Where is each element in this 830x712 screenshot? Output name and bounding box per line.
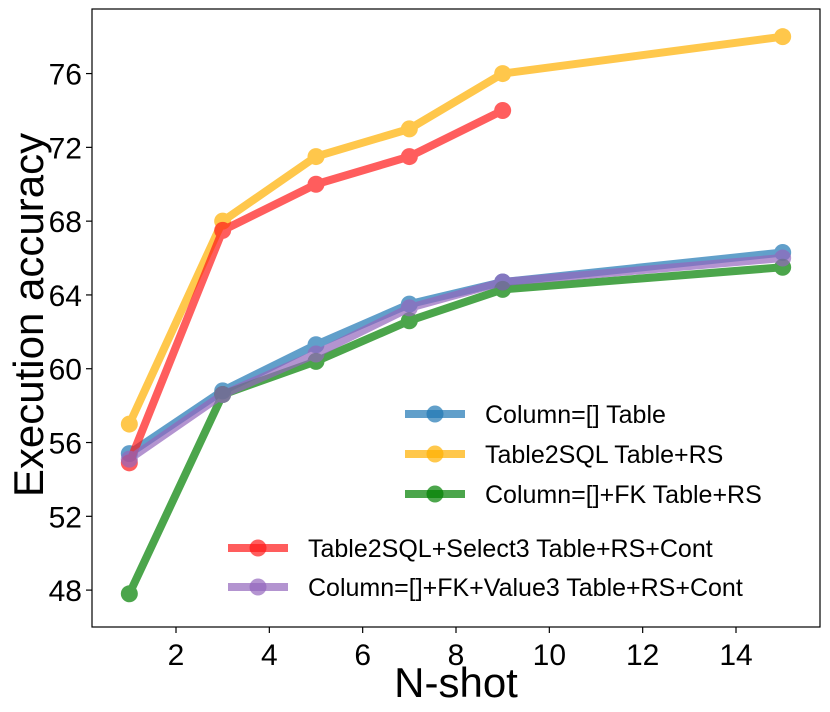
y-tick-label: 76 — [49, 59, 82, 92]
data-point — [494, 273, 512, 291]
y-tick-label: 56 — [49, 428, 82, 461]
series-line — [125, 263, 787, 598]
x-tick-label: 10 — [533, 639, 566, 672]
legend-marker — [426, 445, 444, 463]
y-axis-title: Execution accuracy — [5, 133, 52, 497]
data-point — [774, 249, 792, 267]
legend: Column=[] Table Table2SQL Table+RS Column=… — [228, 401, 762, 602]
data-point — [120, 450, 138, 468]
x-tick-label: 8 — [448, 639, 465, 672]
legend-marker — [426, 405, 444, 423]
series-line — [125, 248, 787, 458]
legend-marker — [426, 485, 444, 503]
series-line — [125, 254, 787, 464]
data-point — [307, 345, 325, 363]
x-tick-label: 6 — [354, 639, 371, 672]
data-point — [214, 221, 232, 239]
legend-marker — [249, 539, 267, 557]
data-point — [774, 28, 792, 46]
data-point — [400, 312, 418, 330]
legend-entry: Column=[]+FK+Value3 Table+RS+Cont — [228, 574, 743, 602]
y-tick-label: 64 — [49, 280, 82, 313]
data-point — [120, 585, 138, 603]
series-2 — [120, 28, 792, 433]
y-axis: 48 52 56 60 64 68 72 76 — [49, 59, 92, 608]
data-point — [120, 415, 138, 433]
y-tick-label: 60 — [49, 354, 82, 387]
legend-label: Column=[]+FK+Value3 Table+RS+Cont — [308, 574, 743, 602]
x-tick-label: 12 — [626, 639, 659, 672]
x-tick-label: 2 — [168, 639, 185, 672]
data-point — [494, 101, 512, 119]
x-tick-label: 4 — [261, 639, 278, 672]
y-tick-label: 52 — [49, 501, 82, 534]
series-layer — [120, 28, 792, 603]
y-tick-label: 48 — [49, 575, 82, 608]
data-point — [307, 175, 325, 193]
legend-entry: Table2SQL+Select3 Table+RS+Cont — [228, 535, 713, 563]
legend-label: Column=[] Table — [485, 401, 666, 429]
series-line — [125, 32, 787, 429]
legend-label: Table2SQL Table+RS — [485, 441, 723, 469]
legend-entry: Table2SQL Table+RS — [405, 441, 723, 469]
y-tick-label: 68 — [49, 206, 82, 239]
legend-label: Table2SQL+Select3 Table+RS+Cont — [308, 535, 713, 563]
series-5 — [120, 249, 792, 468]
y-tick-label: 72 — [49, 132, 82, 165]
data-point — [400, 148, 418, 166]
x-axis: 2 4 6 8 10 12 14 — [168, 627, 753, 672]
x-axis-title: N-shot — [394, 659, 518, 706]
legend-marker — [249, 578, 267, 596]
series-4 — [120, 101, 512, 472]
legend-entry: Column=[]+FK Table+RS — [405, 481, 762, 509]
data-point — [400, 120, 418, 138]
data-point — [494, 65, 512, 83]
data-point — [307, 148, 325, 166]
data-point — [214, 386, 232, 404]
legend-entry: Column=[] Table — [405, 401, 666, 429]
x-tick-label: 14 — [719, 639, 752, 672]
data-point — [400, 299, 418, 317]
legend-label: Column=[]+FK Table+RS — [485, 481, 762, 509]
